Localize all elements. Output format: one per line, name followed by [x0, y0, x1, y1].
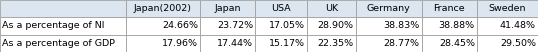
- Bar: [307, 35, 356, 52]
- Bar: [126, 0, 200, 17]
- Text: 38.88%: 38.88%: [438, 21, 475, 31]
- Text: 15.17%: 15.17%: [269, 39, 305, 48]
- Text: 17.05%: 17.05%: [269, 21, 305, 31]
- Text: As a percentage of NI: As a percentage of NI: [2, 21, 105, 31]
- Bar: [422, 35, 477, 52]
- Bar: [356, 0, 422, 17]
- Bar: [200, 0, 256, 17]
- Text: 17.96%: 17.96%: [162, 39, 198, 48]
- Text: 17.44%: 17.44%: [217, 39, 253, 48]
- Bar: [422, 0, 477, 17]
- Text: Sweden: Sweden: [489, 4, 526, 13]
- Bar: [256, 0, 307, 17]
- Bar: [0, 17, 126, 35]
- Bar: [126, 17, 200, 35]
- Bar: [256, 17, 307, 35]
- Bar: [356, 35, 422, 52]
- Bar: [477, 17, 538, 35]
- Text: France: France: [434, 4, 465, 13]
- Bar: [200, 17, 256, 35]
- Bar: [477, 35, 538, 52]
- Text: 28.90%: 28.90%: [317, 21, 353, 31]
- Bar: [256, 35, 307, 52]
- Text: Germany: Germany: [367, 4, 410, 13]
- Bar: [0, 35, 126, 52]
- Text: 28.45%: 28.45%: [439, 39, 475, 48]
- Text: UK: UK: [325, 4, 338, 13]
- Text: 22.35%: 22.35%: [317, 39, 353, 48]
- Text: 28.77%: 28.77%: [384, 39, 420, 48]
- Bar: [0, 0, 126, 17]
- Bar: [200, 35, 256, 52]
- Bar: [307, 0, 356, 17]
- Text: USA: USA: [272, 4, 291, 13]
- Text: 29.50%: 29.50%: [500, 39, 536, 48]
- Bar: [307, 17, 356, 35]
- Bar: [126, 35, 200, 52]
- Text: 23.72%: 23.72%: [217, 21, 253, 31]
- Bar: [422, 17, 477, 35]
- Text: 38.83%: 38.83%: [383, 21, 420, 31]
- Text: 41.48%: 41.48%: [500, 21, 536, 31]
- Text: 24.66%: 24.66%: [162, 21, 198, 31]
- Text: Japan(2002): Japan(2002): [134, 4, 192, 13]
- Text: Japan: Japan: [215, 4, 241, 13]
- Bar: [477, 0, 538, 17]
- Text: As a percentage of GDP: As a percentage of GDP: [2, 39, 115, 48]
- Bar: [356, 17, 422, 35]
